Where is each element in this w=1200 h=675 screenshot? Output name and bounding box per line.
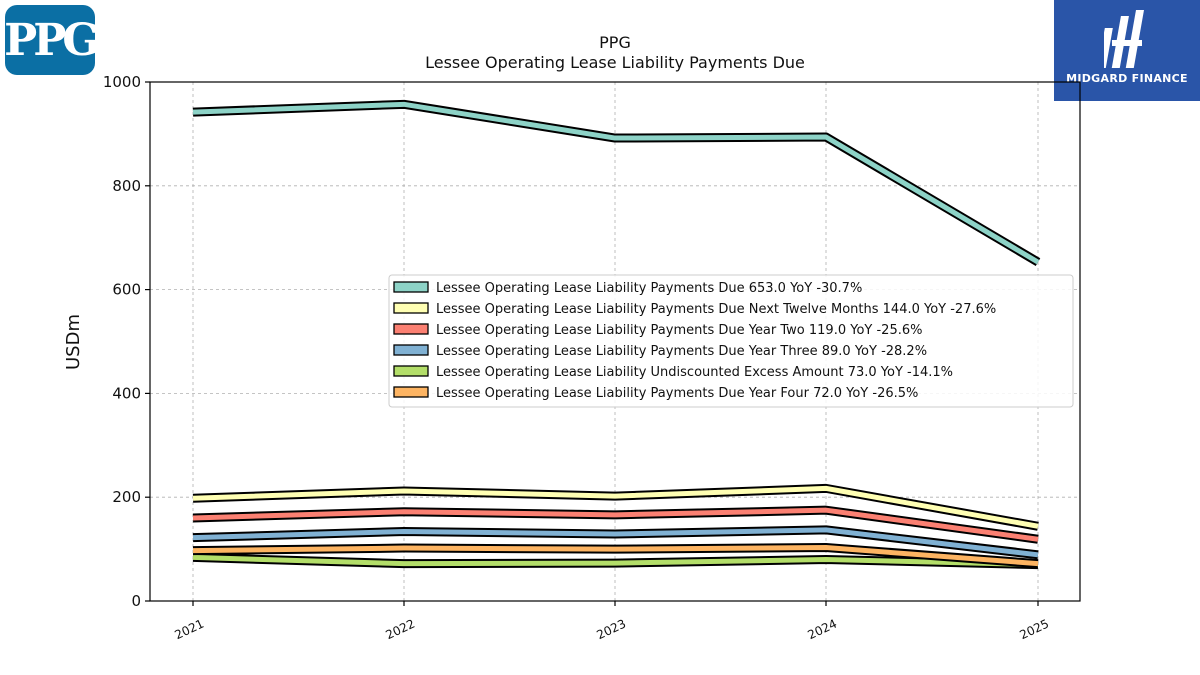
legend-box <box>388 274 1074 408</box>
legend-label-0: Lessee Operating Lease Liability Payment… <box>436 281 862 296</box>
y-tick-label-0: 0 <box>131 592 141 610</box>
series-lines <box>192 99 1041 570</box>
ppg-logo: PPG <box>4 5 100 75</box>
x-tick-label-0: 2021 <box>173 617 207 643</box>
series-line-2 <box>192 507 1039 542</box>
legend-label-3: Lessee Operating Lease Liability Payment… <box>436 344 927 359</box>
midgard-logo-text: MIDGARD FINANCE <box>1066 72 1188 85</box>
legend-swatch-4 <box>393 365 429 377</box>
series-line-3 <box>192 527 1039 558</box>
legend-label-2: Lessee Operating Lease Liability Payment… <box>436 323 922 338</box>
y-tick-label-3: 600 <box>112 281 141 299</box>
legend-label-4: Lessee Operating Lease Liability Undisco… <box>436 365 953 380</box>
legend-swatch-0 <box>393 281 429 293</box>
ppg-logo-text: PPG <box>4 14 100 66</box>
axes: 0 200 400 600 800 1000 2021 2022 2023 2024 2025 <box>103 73 1081 643</box>
midgard-finance-logo: MIDGARD FINANCE <box>1054 0 1200 101</box>
x-tick-label-3: 2024 <box>806 617 840 643</box>
y-tick-label-4: 800 <box>112 177 141 195</box>
y-tick-label-2: 400 <box>112 384 141 402</box>
series-line-5 <box>192 545 1039 567</box>
chart-title: PPG <box>599 33 631 52</box>
series-line-4 <box>192 554 1039 568</box>
midgard-mark-icon <box>1104 10 1144 68</box>
y-tick-label-5: 1000 <box>103 73 141 91</box>
legend-label-5: Lessee Operating Lease Liability Payment… <box>436 386 918 401</box>
y-tick-label-1: 200 <box>112 488 141 506</box>
series-line-0 <box>192 101 1040 265</box>
x-tick-label-2: 2023 <box>595 617 629 643</box>
legend: Lessee Operating Lease Liability Payment… <box>388 274 1074 408</box>
x-tick-label-4: 2025 <box>1018 617 1052 643</box>
series-outline-0 <box>192 99 1041 266</box>
legend-swatch-5 <box>393 386 429 398</box>
y-axis-label: USDm <box>63 314 84 370</box>
chart-subtitle: Lessee Operating Lease Liability Payment… <box>425 53 805 72</box>
x-tick-label-1: 2022 <box>384 617 418 643</box>
series-line-1 <box>192 485 1039 529</box>
legend-swatch-1 <box>393 302 429 314</box>
legend-swatch-3 <box>393 344 429 356</box>
legend-label-1: Lessee Operating Lease Liability Payment… <box>436 302 996 317</box>
legend-swatch-2 <box>393 323 429 335</box>
